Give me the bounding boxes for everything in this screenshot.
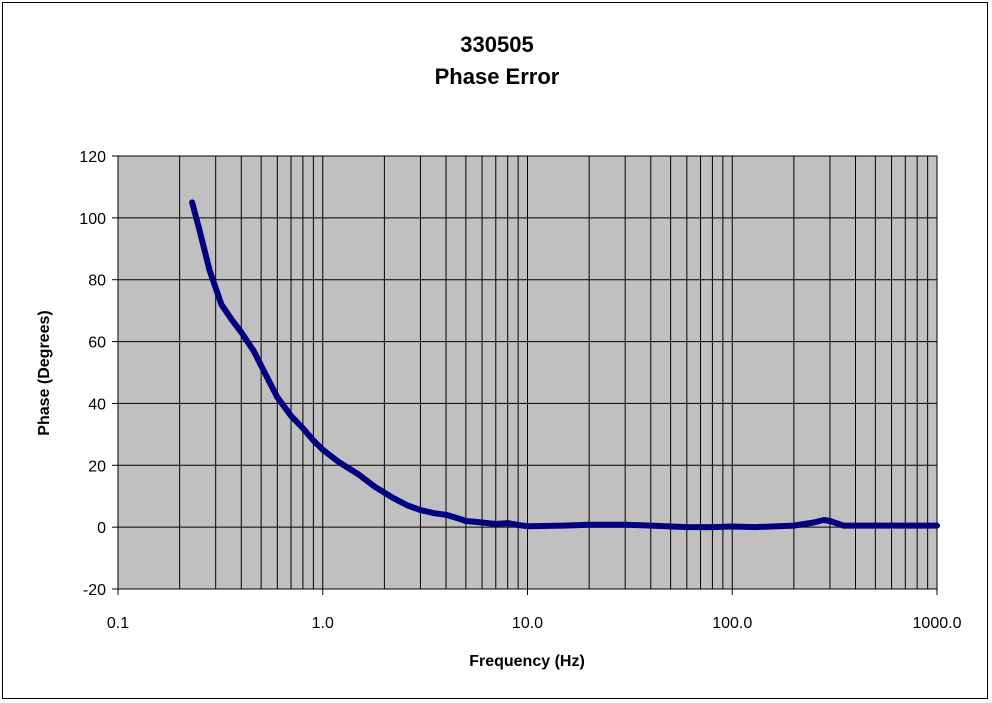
phase-series-line [189, 199, 940, 531]
y-tick-label: 20 [88, 458, 106, 475]
y-tick-label: 120 [79, 149, 106, 166]
y-tick-label: -20 [83, 582, 106, 599]
y-tick-label: 80 [88, 273, 106, 290]
x-tick-label: 10.0 [512, 615, 543, 632]
y-tick-label: 100 [79, 211, 106, 228]
y-tick-labels: -20 0 20 40 60 80 100 120 [79, 149, 106, 599]
y-axis-title: Phase (Degrees) [36, 310, 53, 435]
plot-border [117, 155, 938, 590]
x-gridlines [117, 156, 938, 595]
x-tick-label: 0.1 [107, 615, 129, 632]
x-axis-title: Frequency (Hz) [469, 653, 585, 670]
y-tick-label: 0 [97, 520, 106, 537]
x-tick-label: 1000.0 [913, 615, 962, 632]
x-tick-label: 100.0 [712, 615, 752, 632]
y-tick-label: 40 [88, 396, 106, 413]
x-tick-label: 1.0 [312, 615, 334, 632]
x-tick-labels: 0.1 1.0 10.0 100.0 1000.0 [107, 615, 962, 632]
series-layer [189, 199, 940, 531]
chart-title: 330505 [460, 32, 533, 57]
chart-subtitle: Phase Error [435, 64, 560, 89]
y-tick-label: 60 [88, 335, 106, 352]
